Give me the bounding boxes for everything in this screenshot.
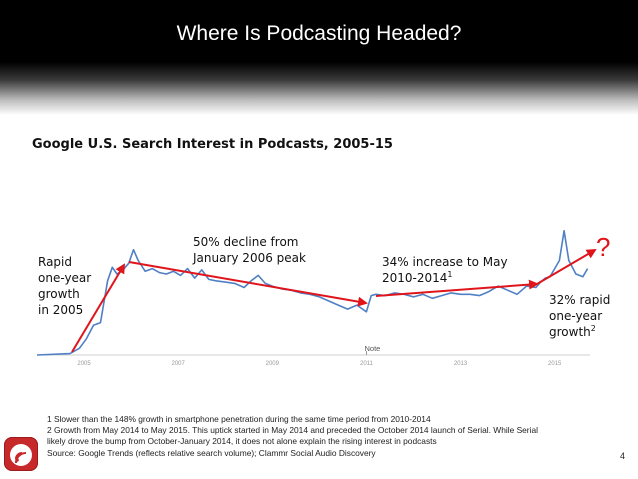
question-mark: ? <box>596 232 611 262</box>
arrow-rapid-growth-2015 <box>536 248 597 285</box>
arrow-rapid-growth-2005 <box>71 263 126 353</box>
footnote-2-continued: likely drove the bump from October-Janua… <box>47 436 437 447</box>
slide-header: Where Is Podcasting Headed? <box>0 0 638 115</box>
annotation-arrows <box>71 248 597 353</box>
x-tick-label: 2015 <box>548 361 562 367</box>
chart-plot-area: Note 2005 2007 2009 2011 2013 2015 <box>36 230 590 367</box>
clammr-logo-glyph <box>10 444 32 466</box>
annotation-increase-2014: 34% increase to May 2010-20141 <box>382 254 508 286</box>
footnotes: 1 Slower than the 148% growth in smartph… <box>47 414 538 459</box>
footnote-1: 1 Slower than the 148% growth in smartph… <box>47 414 431 424</box>
footnote-marker-1: 1 <box>447 270 453 279</box>
annotation-increase-2014-text: 34% increase to May 2010-2014 <box>382 255 508 285</box>
annotation-rapid-growth-2005: Rapid one-year growth in 2005 <box>38 255 92 317</box>
x-tick-label: 2005 <box>77 361 91 367</box>
page-number: 4 <box>620 451 626 461</box>
annotation-decline-2006: 50% decline from January 2006 peak <box>193 235 306 265</box>
annotation-rapid-growth-2015-text: 32% rapid one-year growth <box>549 293 611 339</box>
footnote-2: 2 Growth from May 2014 to May 2015. This… <box>47 425 538 436</box>
clammr-logo-icon <box>4 437 38 471</box>
footnote-marker-2: 2 <box>590 324 596 333</box>
note-marker-label: Note <box>365 344 381 353</box>
arrow-increase-2014 <box>375 279 539 297</box>
footnote-source: Source: Google Trends (reflects relative… <box>47 447 376 458</box>
x-tick-label: 2007 <box>172 361 186 367</box>
x-tick-label: 2009 <box>266 361 280 367</box>
x-tick-label: 2013 <box>454 361 468 367</box>
slide-title: Where Is Podcasting Headed? <box>176 22 462 45</box>
x-tick-label: 2011 <box>360 361 374 367</box>
series-line <box>36 230 589 356</box>
arrow-decline-2006 <box>128 261 368 307</box>
chart-title: Google U.S. Search Interest in Podcasts,… <box>32 137 393 152</box>
annotation-rapid-growth-2015: 32% rapid one-year growth2 <box>549 292 610 340</box>
